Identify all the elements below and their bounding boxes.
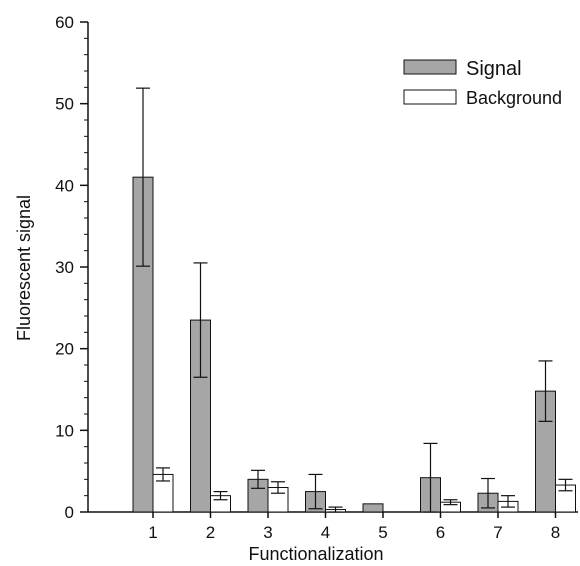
- y-tick-label: 0: [65, 503, 74, 522]
- y-tick-label: 30: [55, 258, 74, 277]
- y-axis-title: Fluorescent signal: [14, 195, 34, 341]
- y-tick-label: 10: [55, 421, 74, 440]
- x-tick-label: 7: [493, 523, 502, 542]
- x-tick-label: 2: [206, 523, 215, 542]
- x-tick-label: 4: [321, 523, 330, 542]
- x-axis: 1 2 3 4 5 6 7 8: [88, 511, 578, 542]
- legend-label-signal: Signal: [466, 58, 522, 80]
- bar-signal: [362, 503, 384, 513]
- y-tick-label: 50: [55, 95, 74, 114]
- bars: [132, 176, 576, 513]
- legend-label-background: Background: [466, 88, 562, 108]
- x-tick-label: 3: [263, 523, 272, 542]
- x-tick-label: 6: [436, 523, 445, 542]
- x-tick-label: 8: [551, 523, 560, 542]
- legend-swatch-background: [403, 89, 457, 105]
- y-tick-label: 20: [55, 340, 74, 359]
- legend: Signal Background: [403, 58, 562, 108]
- y-axis: 0 10 20 30 40 50 60: [55, 13, 89, 522]
- legend-swatch-signal: [403, 59, 457, 75]
- error-bars: [136, 87, 573, 513]
- x-axis-title: Functionalization: [248, 544, 383, 564]
- y-tick-label: 60: [55, 13, 74, 32]
- x-tick-label: 5: [378, 523, 387, 542]
- y-tick-label: 40: [55, 176, 74, 195]
- x-tick-label: 1: [148, 523, 157, 542]
